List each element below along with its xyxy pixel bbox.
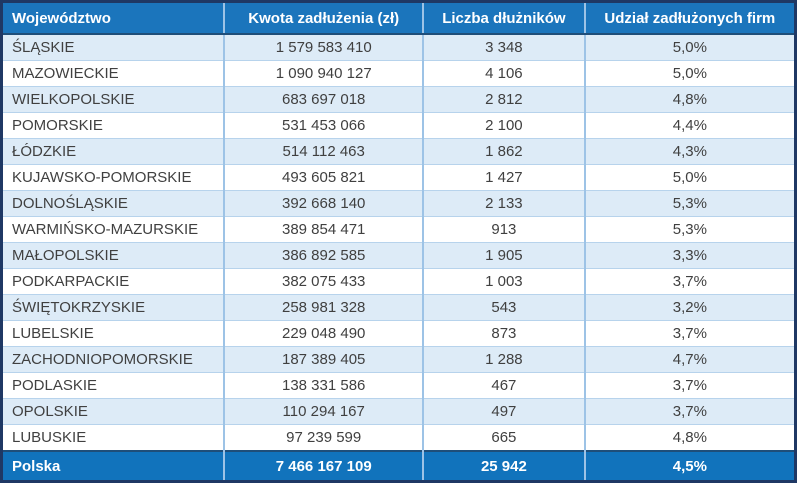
table-row: LUBUSKIE 97 239 599 665 4,8% (1, 424, 796, 451)
cell-wojewodztwo: PODLASKIE (1, 372, 225, 399)
column-header-wojewodztwo: Województwo (1, 1, 225, 35)
cell-kwota-zadluzenia: 110 294 167 (223, 398, 424, 425)
table-row: DOLNOŚLĄSKIE 392 668 140 2 133 5,3% (1, 190, 796, 217)
table-row: KUJAWSKO-POMORSKIE 493 605 821 1 427 5,0% (1, 164, 796, 191)
table-body: ŚLĄSKIE 1 579 583 410 3 348 5,0% MAZOWIECKIE… (1, 34, 796, 451)
cell-wojewodztwo: MAZOWIECKIE (1, 60, 225, 87)
table-row: ŚWIĘTOKRZYSKIE 258 981 328 543 3,2% (1, 294, 796, 321)
table-row: LUBELSKIE 229 048 490 873 3,7% (1, 320, 796, 347)
cell-liczba-dluznikow: 873 (422, 320, 585, 347)
cell-kwota-zadluzenia: 97 239 599 (223, 424, 424, 451)
cell-wojewodztwo: LUBELSKIE (1, 320, 225, 347)
cell-udzial-firm: 4,3% (583, 138, 796, 165)
cell-wojewodztwo: WIELKOPOLSKIE (1, 86, 225, 113)
cell-liczba-dluznikow: 543 (422, 294, 585, 321)
cell-udzial-firm: 4,7% (583, 346, 796, 373)
table-row: PODLASKIE 138 331 586 467 3,7% (1, 372, 796, 399)
cell-udzial-firm: 3,2% (583, 294, 796, 321)
cell-kwota-zadluzenia: 389 854 471 (223, 216, 424, 243)
table-footer: Polska 7 466 167 109 25 942 4,5% (1, 450, 796, 482)
cell-kwota-zadluzenia: 138 331 586 (223, 372, 424, 399)
cell-wojewodztwo: ZACHODNIOPOMORSKIE (1, 346, 225, 373)
cell-kwota-zadluzenia: 531 453 066 (223, 112, 424, 139)
cell-liczba-dluznikow: 1 905 (422, 242, 585, 269)
cell-wojewodztwo: ŚWIĘTOKRZYSKIE (1, 294, 225, 321)
table-row: OPOLSKIE 110 294 167 497 3,7% (1, 398, 796, 425)
cell-liczba-dluznikow: 4 106 (422, 60, 585, 87)
cell-wojewodztwo: MAŁOPOLSKIE (1, 242, 225, 269)
cell-liczba-dluznikow: 1 003 (422, 268, 585, 295)
cell-liczba-dluznikow: 2 812 (422, 86, 585, 113)
cell-liczba-dluznikow: 2 133 (422, 190, 585, 217)
cell-liczba-dluznikow: 1 427 (422, 164, 585, 191)
table-row: WARMIŃSKO-MAZURSKIE 389 854 471 913 5,3% (1, 216, 796, 243)
table-row: POMORSKIE 531 453 066 2 100 4,4% (1, 112, 796, 139)
table-row: WIELKOPOLSKIE 683 697 018 2 812 4,8% (1, 86, 796, 113)
cell-wojewodztwo: ŁÓDZKIE (1, 138, 225, 165)
cell-kwota-zadluzenia: 1 579 583 410 (223, 34, 424, 61)
cell-wojewodztwo: WARMIŃSKO-MAZURSKIE (1, 216, 225, 243)
cell-kwota-zadluzenia: 514 112 463 (223, 138, 424, 165)
cell-udzial-firm: 5,0% (583, 164, 796, 191)
cell-wojewodztwo: POMORSKIE (1, 112, 225, 139)
cell-udzial-firm: 4,8% (583, 86, 796, 113)
cell-kwota-zadluzenia: 229 048 490 (223, 320, 424, 347)
cell-liczba-dluznikow: 665 (422, 424, 585, 451)
total-kwota-zadluzenia: 7 466 167 109 (223, 450, 424, 482)
cell-udzial-firm: 3,3% (583, 242, 796, 269)
cell-udzial-firm: 5,0% (583, 60, 796, 87)
cell-liczba-dluznikow: 497 (422, 398, 585, 425)
cell-udzial-firm: 4,8% (583, 424, 796, 451)
total-udzial-firm: 4,5% (583, 450, 796, 482)
cell-udzial-firm: 3,7% (583, 398, 796, 425)
column-header-kwota-zadluzenia: Kwota zadłużenia (zł) (223, 1, 424, 35)
cell-udzial-firm: 5,3% (583, 190, 796, 217)
column-header-liczba-dluznikow: Liczba dłużników (422, 1, 585, 35)
cell-wojewodztwo: PODKARPACKIE (1, 268, 225, 295)
cell-kwota-zadluzenia: 1 090 940 127 (223, 60, 424, 87)
cell-wojewodztwo: DOLNOŚLĄSKIE (1, 190, 225, 217)
cell-kwota-zadluzenia: 258 981 328 (223, 294, 424, 321)
table-row: MAZOWIECKIE 1 090 940 127 4 106 5,0% (1, 60, 796, 87)
table-header: Województwo Kwota zadłużenia (zł) Liczba… (1, 1, 796, 35)
cell-udzial-firm: 3,7% (583, 372, 796, 399)
table-header-row: Województwo Kwota zadłużenia (zł) Liczba… (1, 1, 796, 35)
cell-liczba-dluznikow: 467 (422, 372, 585, 399)
cell-kwota-zadluzenia: 683 697 018 (223, 86, 424, 113)
table-row: ŚLĄSKIE 1 579 583 410 3 348 5,0% (1, 34, 796, 61)
total-label: Polska (1, 450, 225, 482)
cell-liczba-dluznikow: 1 862 (422, 138, 585, 165)
cell-kwota-zadluzenia: 382 075 433 (223, 268, 424, 295)
cell-udzial-firm: 3,7% (583, 320, 796, 347)
cell-udzial-firm: 5,3% (583, 216, 796, 243)
cell-liczba-dluznikow: 1 288 (422, 346, 585, 373)
cell-wojewodztwo: KUJAWSKO-POMORSKIE (1, 164, 225, 191)
table-total-row: Polska 7 466 167 109 25 942 4,5% (1, 450, 796, 482)
cell-kwota-zadluzenia: 392 668 140 (223, 190, 424, 217)
table-row: MAŁOPOLSKIE 386 892 585 1 905 3,3% (1, 242, 796, 269)
cell-wojewodztwo: LUBUSKIE (1, 424, 225, 451)
cell-liczba-dluznikow: 3 348 (422, 34, 585, 61)
cell-wojewodztwo: ŚLĄSKIE (12, 39, 75, 56)
cell-udzial-firm: 4,4% (583, 112, 796, 139)
column-header-udzial-firm: Udział zadłużonych firm (583, 1, 796, 35)
cell-kwota-zadluzenia: 493 605 821 (223, 164, 424, 191)
table-row: PODKARPACKIE 382 075 433 1 003 3,7% (1, 268, 796, 295)
total-liczba-dluznikow: 25 942 (422, 450, 585, 482)
cell-kwota-zadluzenia: 187 389 405 (223, 346, 424, 373)
cell-kwota-zadluzenia: 386 892 585 (223, 242, 424, 269)
cell-liczba-dluznikow: 2 100 (422, 112, 585, 139)
cell-liczba-dluznikow: 913 (422, 216, 585, 243)
cell-udzial-firm: 5,0% (583, 34, 796, 61)
table-row: ŁÓDZKIE 514 112 463 1 862 4,3% (1, 138, 796, 165)
cell-udzial-firm: 3,7% (583, 268, 796, 295)
cell-wojewodztwo: OPOLSKIE (1, 398, 225, 425)
table-row: ZACHODNIOPOMORSKIE 187 389 405 1 288 4,7% (1, 346, 796, 373)
